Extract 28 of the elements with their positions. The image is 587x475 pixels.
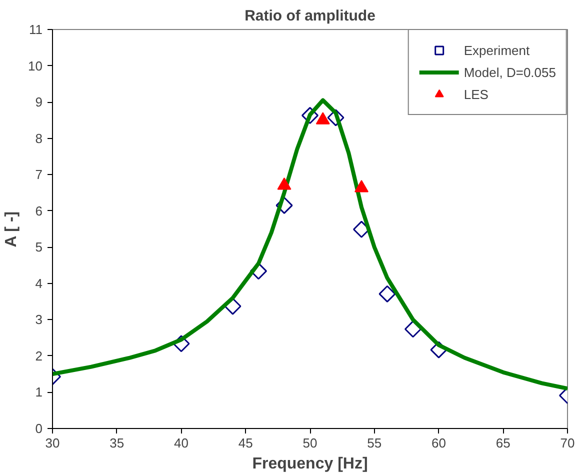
x-tick-label: 40 <box>174 436 188 450</box>
y-tick-label: 0 <box>35 421 43 436</box>
x-tick-label: 60 <box>432 436 446 450</box>
y-axis-title: A [ -] <box>3 211 20 248</box>
y-tick-label: 7 <box>35 167 43 182</box>
y-tick-label: 1 <box>35 384 43 400</box>
y-tick-label: 11 <box>29 22 43 37</box>
x-tick-label: 65 <box>496 436 510 450</box>
point <box>378 285 396 302</box>
y-tick-label: 6 <box>35 203 43 218</box>
y-tick-label: 2 <box>35 348 43 364</box>
legend-label: Model, D=0.055 <box>464 64 556 80</box>
y-tick-label: 10 <box>28 58 43 74</box>
y-tick-label: 9 <box>35 94 43 110</box>
y-tick-label: 5 <box>35 240 43 255</box>
y-tick-label: 3 <box>35 312 43 328</box>
x-axis-title: Frequency [Hz] <box>252 456 368 472</box>
y-tick-label: 8 <box>35 130 43 146</box>
x-tick-label: 45 <box>238 436 253 450</box>
x-tick-label: 35 <box>110 436 124 450</box>
x-tick-label: 50 <box>302 436 318 450</box>
y-tick-label: 4 <box>35 276 43 291</box>
x-tick-label: 30 <box>45 436 60 450</box>
legend-label: LES <box>464 86 488 102</box>
x-tick-label: 70 <box>560 436 575 450</box>
chart-title: Ratio of amplitude <box>244 8 376 24</box>
x-tick-label: 55 <box>367 436 382 450</box>
legend-label: Experiment <box>464 42 530 58</box>
